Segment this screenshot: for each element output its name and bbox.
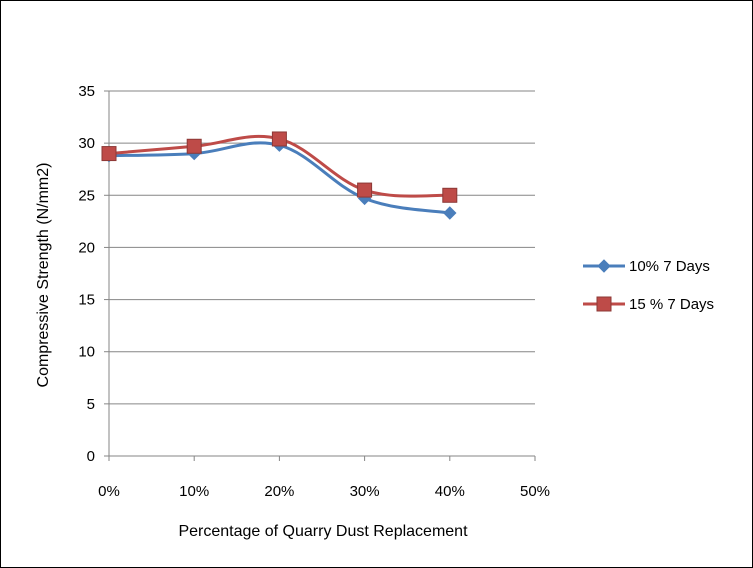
- gridlines: [109, 90, 535, 405]
- legend-entry-1: 10% 7 Days: [583, 258, 710, 275]
- series-line: [108, 141, 451, 215]
- y-tick-label: 15: [78, 292, 95, 309]
- series-layer: [101, 131, 458, 220]
- y-axis-title: Compressive Strength (N/mm2): [35, 163, 52, 388]
- legend-marker: [597, 259, 611, 273]
- legend-label: 10% 7 Days: [629, 258, 710, 275]
- y-tick-label: 35: [78, 83, 95, 100]
- y-tick-label: 10: [78, 344, 95, 361]
- data-point: [271, 131, 287, 147]
- y-tick-label: 25: [78, 187, 95, 204]
- legend: 10% 7 Days 15 % 7 Days: [583, 258, 714, 313]
- data-point: [442, 187, 458, 203]
- series-1: [102, 138, 457, 220]
- x-tick-label: 20%: [264, 483, 294, 500]
- y-tick-label: 0: [87, 448, 95, 465]
- x-tick-label: 0%: [98, 483, 120, 500]
- data-point: [186, 138, 202, 154]
- series-2: [101, 131, 458, 203]
- y-tick-label: 20: [78, 239, 95, 256]
- x-tick-label: 40%: [435, 483, 465, 500]
- x-tick-label: 10%: [179, 483, 209, 500]
- x-tick-labels: 0% 10% 20% 30% 40% 50%: [98, 483, 550, 500]
- y-tick-label: 5: [87, 396, 95, 413]
- legend-marker: [596, 296, 612, 312]
- y-tick-label: 30: [78, 135, 95, 152]
- y-tick-labels: 0 5 10 15 20 25 30 35: [78, 83, 95, 465]
- legend-label: 15 % 7 Days: [629, 296, 714, 313]
- x-tick-label: 30%: [350, 483, 380, 500]
- x-tick-label: 50%: [520, 483, 550, 500]
- axes: [104, 90, 536, 461]
- data-point: [101, 146, 117, 162]
- data-point: [443, 206, 457, 220]
- x-axis-title: Percentage of Quarry Dust Replacement: [178, 523, 468, 540]
- data-point: [357, 182, 373, 198]
- legend-entry-2: 15 % 7 Days: [583, 296, 714, 313]
